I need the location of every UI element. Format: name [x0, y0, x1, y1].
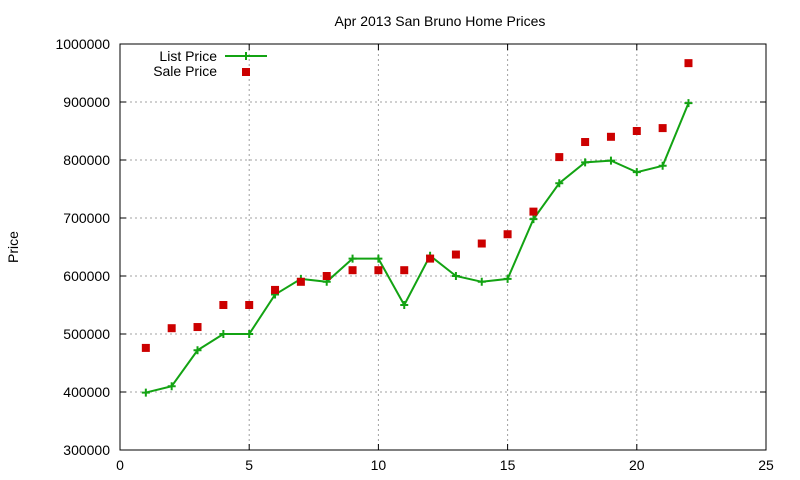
data-point: [581, 138, 590, 147]
data-point: [167, 382, 176, 391]
data-point: [632, 168, 641, 177]
data-point: [529, 207, 538, 216]
data-point: [555, 179, 564, 188]
y-axis-label: Price: [5, 231, 21, 263]
data-point: [374, 254, 383, 263]
series-list-price: [141, 99, 693, 397]
data-point: [581, 158, 590, 167]
data-point: [529, 215, 538, 224]
data-point: [658, 161, 667, 170]
data-point: [477, 277, 486, 286]
data-point: [245, 330, 254, 338]
series-line: [145, 102, 690, 394]
data-point: [167, 324, 176, 333]
data-point: [348, 266, 357, 275]
y-tick-label: 700000: [63, 210, 110, 226]
y-tick-label: 800000: [63, 152, 110, 168]
x-tick-label: 0: [116, 457, 124, 473]
data-point: [245, 301, 254, 309]
legend-swatch-marker: [242, 68, 250, 76]
x-tick-label: 10: [371, 457, 387, 473]
data-point: [606, 156, 615, 165]
axis-ticks: 300000 400000 500000 600000 700000 800000 9000…: [55, 36, 774, 473]
y-tick-label: 600000: [63, 268, 110, 284]
x-tick-label: 5: [245, 457, 253, 473]
data-point: [141, 388, 150, 397]
y-tick-label: 400000: [63, 384, 110, 400]
data-point: [271, 285, 280, 294]
data-point: [658, 124, 667, 133]
legend-swatch-marker: [242, 52, 250, 60]
data-point: [426, 254, 435, 263]
x-tick-label: 20: [629, 457, 645, 473]
data-point: [555, 153, 564, 162]
data-point: [451, 272, 460, 280]
y-tick-label: 900000: [63, 94, 110, 110]
series-layer: [141, 59, 693, 397]
data-point: [632, 127, 641, 135]
data-point: [684, 99, 693, 108]
data-point: [193, 346, 202, 355]
grid: [120, 44, 766, 450]
data-point: [193, 323, 202, 332]
data-point: [400, 301, 409, 309]
data-point: [684, 59, 693, 68]
y-tick-label: 500000: [63, 326, 110, 342]
legend-label-sale-price: Sale Price: [153, 63, 217, 79]
data-point: [374, 266, 383, 275]
series-sale-price: [141, 59, 693, 352]
legend: List Price Sale Price: [153, 48, 267, 79]
data-point: [322, 272, 331, 280]
chart-title: Apr 2013 San Bruno Home Prices: [335, 13, 546, 29]
plot-area: [119, 43, 767, 451]
data-point: [219, 301, 228, 309]
legend-label-list-price: List Price: [159, 48, 217, 64]
data-point: [477, 239, 486, 248]
data-point: [503, 274, 512, 283]
data-point: [606, 132, 615, 141]
y-tick-label: 300000: [63, 442, 110, 458]
x-tick-label: 15: [500, 457, 516, 473]
data-point: [296, 277, 305, 286]
data-point: [400, 266, 409, 275]
data-point: [141, 343, 150, 352]
x-tick-label: 25: [758, 457, 774, 473]
data-point: [503, 230, 512, 239]
data-point: [348, 254, 357, 263]
data-point: [451, 250, 460, 259]
y-tick-label: 1000000: [55, 36, 110, 52]
data-point: [219, 330, 228, 338]
